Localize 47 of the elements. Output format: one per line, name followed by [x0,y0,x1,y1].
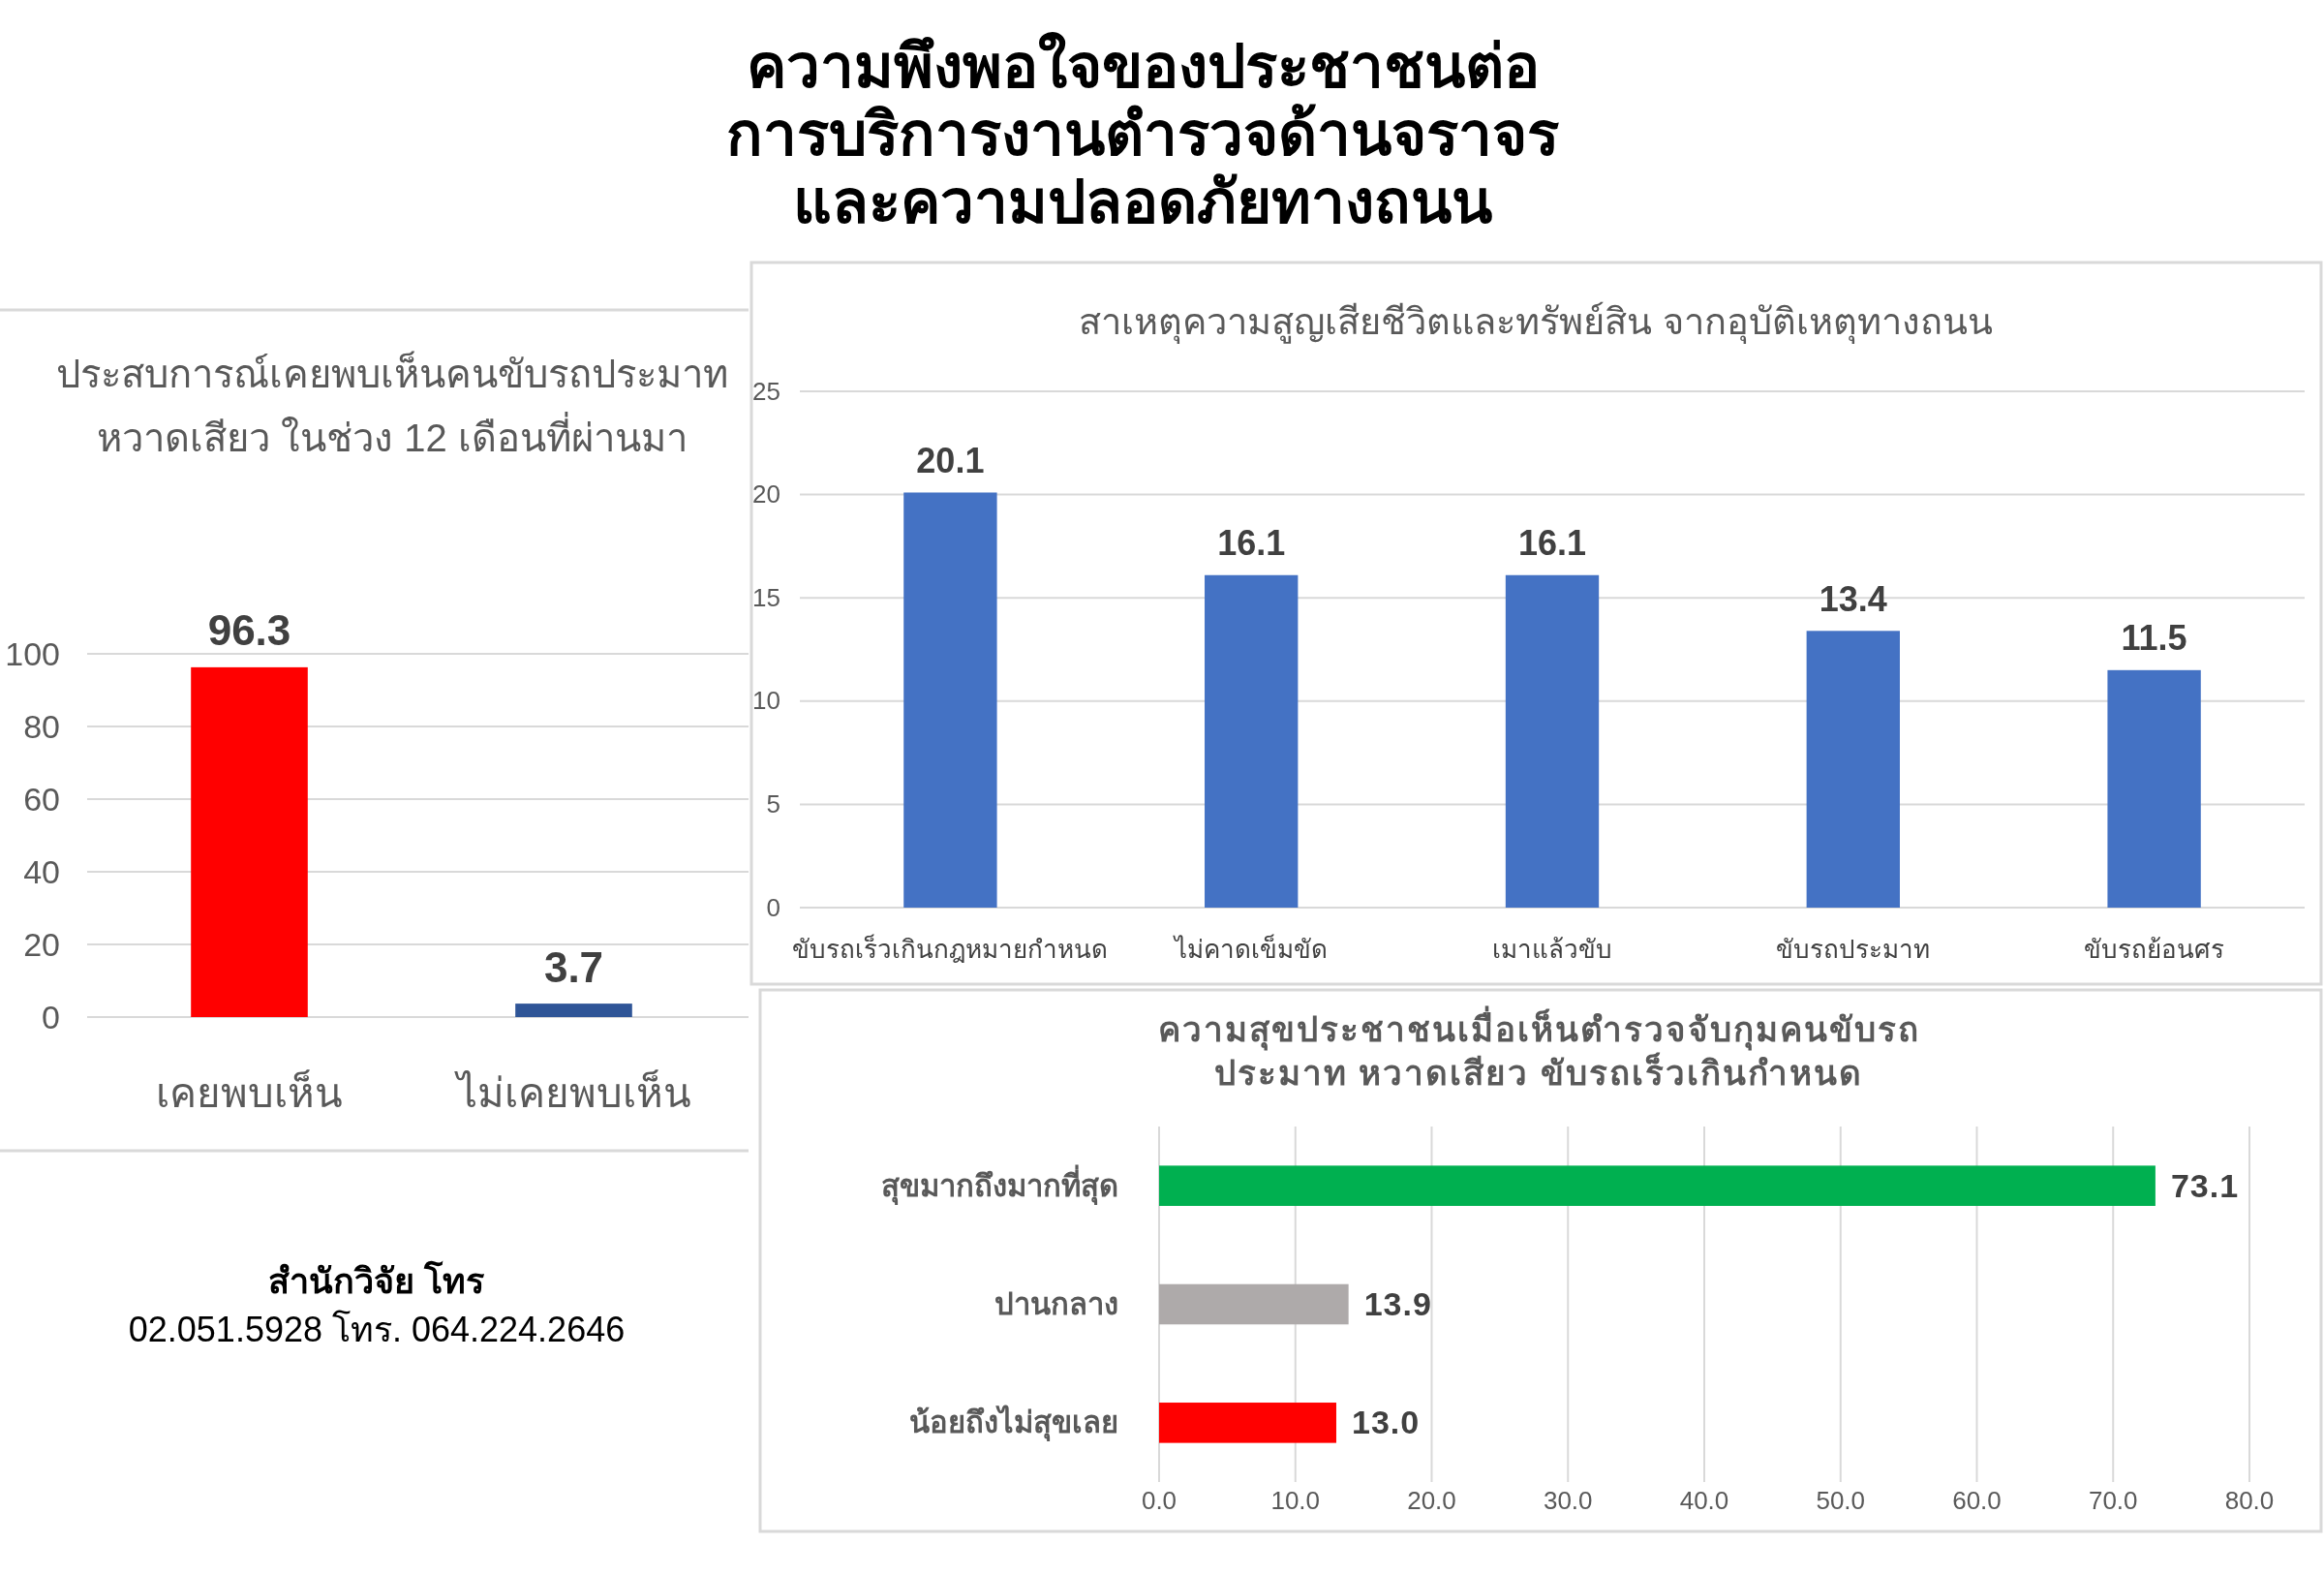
category-label: เคยพบเห็น [155,1068,344,1118]
tick-label: 25 [751,375,781,408]
tick-label: 80 [22,706,61,747]
tick-label: 15 [751,581,781,614]
tick-label: 70.0 [2087,1485,2139,1518]
category-label: ขับรถเร็วเกินกฎหมายกำหนด [791,933,1110,967]
tick-label: 100 [4,633,61,674]
tick-label: 0.0 [1140,1485,1178,1518]
tick-label: 5 [765,788,781,820]
data-label: 16.1 [1516,522,1588,566]
title: ประสบการณ์เคยพบเห็นคนขับรถประมาท หวาดเสียว ในช่วง 12 เดือนที่ผ่านมา [55,350,729,461]
data-label: 13.4 [1818,577,1888,621]
data-label: 13.9 [1362,1284,1433,1324]
tick-label: 50.0 [1815,1485,1867,1518]
tick-label: 80.0 [2223,1485,2276,1518]
tick-label: 0 [41,997,61,1037]
data-label: 11.5 [2120,617,2188,661]
title: สาเหตุความสูญเสียชีวิตและทรัพย์สิน จากอุบัติเหตุทางถนน [1078,300,1994,346]
category-label: ขับรถย้อนศร [2083,934,2226,967]
category-label: เมาแล้วขับ [1491,934,1613,967]
category-label: ขับรถประมาท [1775,934,1932,967]
data-label: 3.7 [542,942,605,993]
tick-label: 20 [22,924,61,965]
annotation: สำนักวิจัย โทร [267,1259,486,1304]
title: ความสุขประชาชนเมื่อเห็นตำรวจจับกุมคนขับรถ ประมาท หวาดเสียว ขับรถเร็วเกินกำหนด [1155,997,1922,1106]
category-label: ปานกลาง [994,1286,1119,1323]
tick-label: 10.0 [1269,1485,1322,1518]
tick-label: 40 [22,851,61,892]
title: ความพึงพอใจของประชาชนต่อ การบริการงานตำรวจด้านจราจร และความปลอดภัยทางถนน [725,31,1560,238]
data-label: 20.1 [915,439,986,482]
tick-label: 20.0 [1406,1485,1457,1518]
category-label: ไม่เคยพบเห็น [454,1068,692,1118]
category-label: สุขมากถึงมากที่สุด [879,1154,1120,1218]
data-label: 73.1 [2169,1165,2241,1206]
annotation: 02.051.5928 โทร. 064.224.2646 [127,1309,627,1352]
data-label: 96.3 [206,605,292,657]
tick-label: 60 [22,779,61,819]
category-label: น้อยถึงไม่สุขเลย [908,1404,1119,1443]
tick-label: 0 [765,891,781,924]
tick-label: 20 [751,479,781,511]
category-label: ไม่คาดเข็มขัด [1173,933,1330,967]
data-label: 16.1 [1216,522,1287,566]
tick-label: 10 [751,685,781,718]
tick-label: 60.0 [1951,1485,2003,1518]
tick-label: 30.0 [1542,1485,1594,1518]
data-label: 13.0 [1350,1403,1422,1443]
tick-label: 40.0 [1678,1485,1730,1518]
